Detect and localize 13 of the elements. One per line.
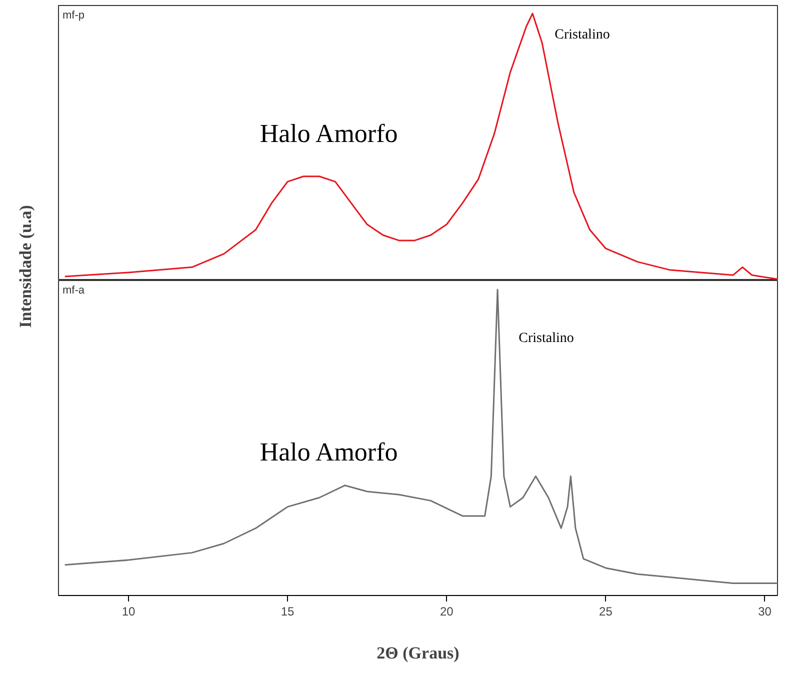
annotation: Halo Amorfo [260, 437, 398, 466]
x-tick-label: 20 [440, 604, 454, 618]
annotation: Halo Amorfo [260, 119, 398, 148]
x-tick-label: 30 [758, 604, 772, 618]
x-axis-title: 2Θ (Graus) [376, 644, 460, 662]
x-tick-label: 25 [599, 604, 613, 618]
annotation: Cristalino [554, 27, 610, 42]
x-tick-label: 15 [280, 604, 295, 618]
text: mf-p [62, 10, 84, 22]
y-axis-title: Intensidade (u.a) [16, 205, 35, 328]
x-tick-label: 10 [122, 604, 136, 618]
annotation: Cristalino [518, 331, 574, 346]
text: mf-a [62, 284, 86, 296]
